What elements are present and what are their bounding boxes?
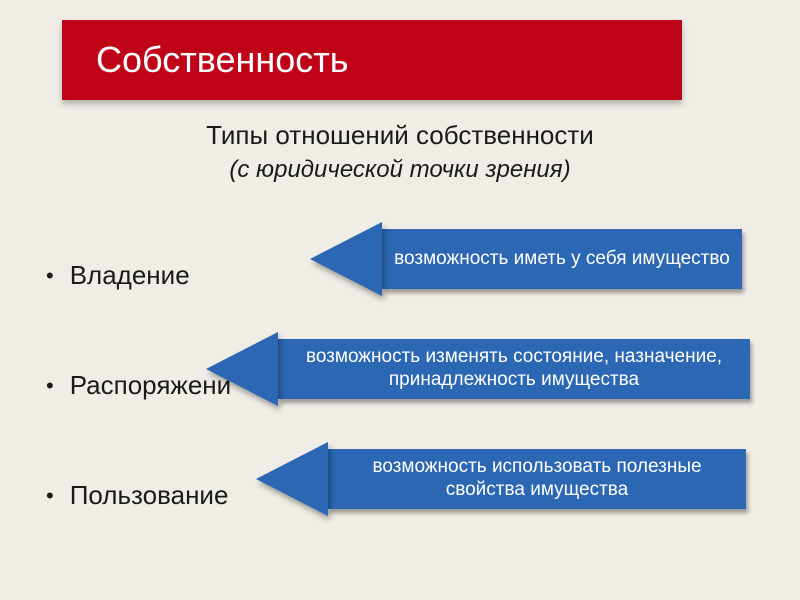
subtitle-line1: Типы отношений собственности xyxy=(0,120,800,151)
arrow-body: возможность изменять состояние, назначен… xyxy=(278,339,750,399)
arrow-tip-icon xyxy=(310,222,382,296)
arrow-callout: возможность изменять состояние, назначен… xyxy=(206,332,750,406)
arrow-body: возможность иметь у себя имущество xyxy=(382,229,742,289)
arrow-tip-icon xyxy=(206,332,278,406)
bullet-item: Пользование xyxy=(46,480,228,511)
arrow-tip-icon xyxy=(256,442,328,516)
arrow-callout: возможность использовать полезные свойст… xyxy=(256,442,746,516)
bullet-item: Распоряжени xyxy=(46,370,231,401)
title-banner: Собственность xyxy=(62,20,682,100)
arrow-body: возможность использовать полезные свойст… xyxy=(328,449,746,509)
arrow-callout: возможность иметь у себя имущество xyxy=(310,222,742,296)
bullet-item: Владение xyxy=(46,260,190,291)
title-text: Собственность xyxy=(96,39,349,81)
subtitle-line2: (с юридической точки зрения) xyxy=(0,156,800,184)
